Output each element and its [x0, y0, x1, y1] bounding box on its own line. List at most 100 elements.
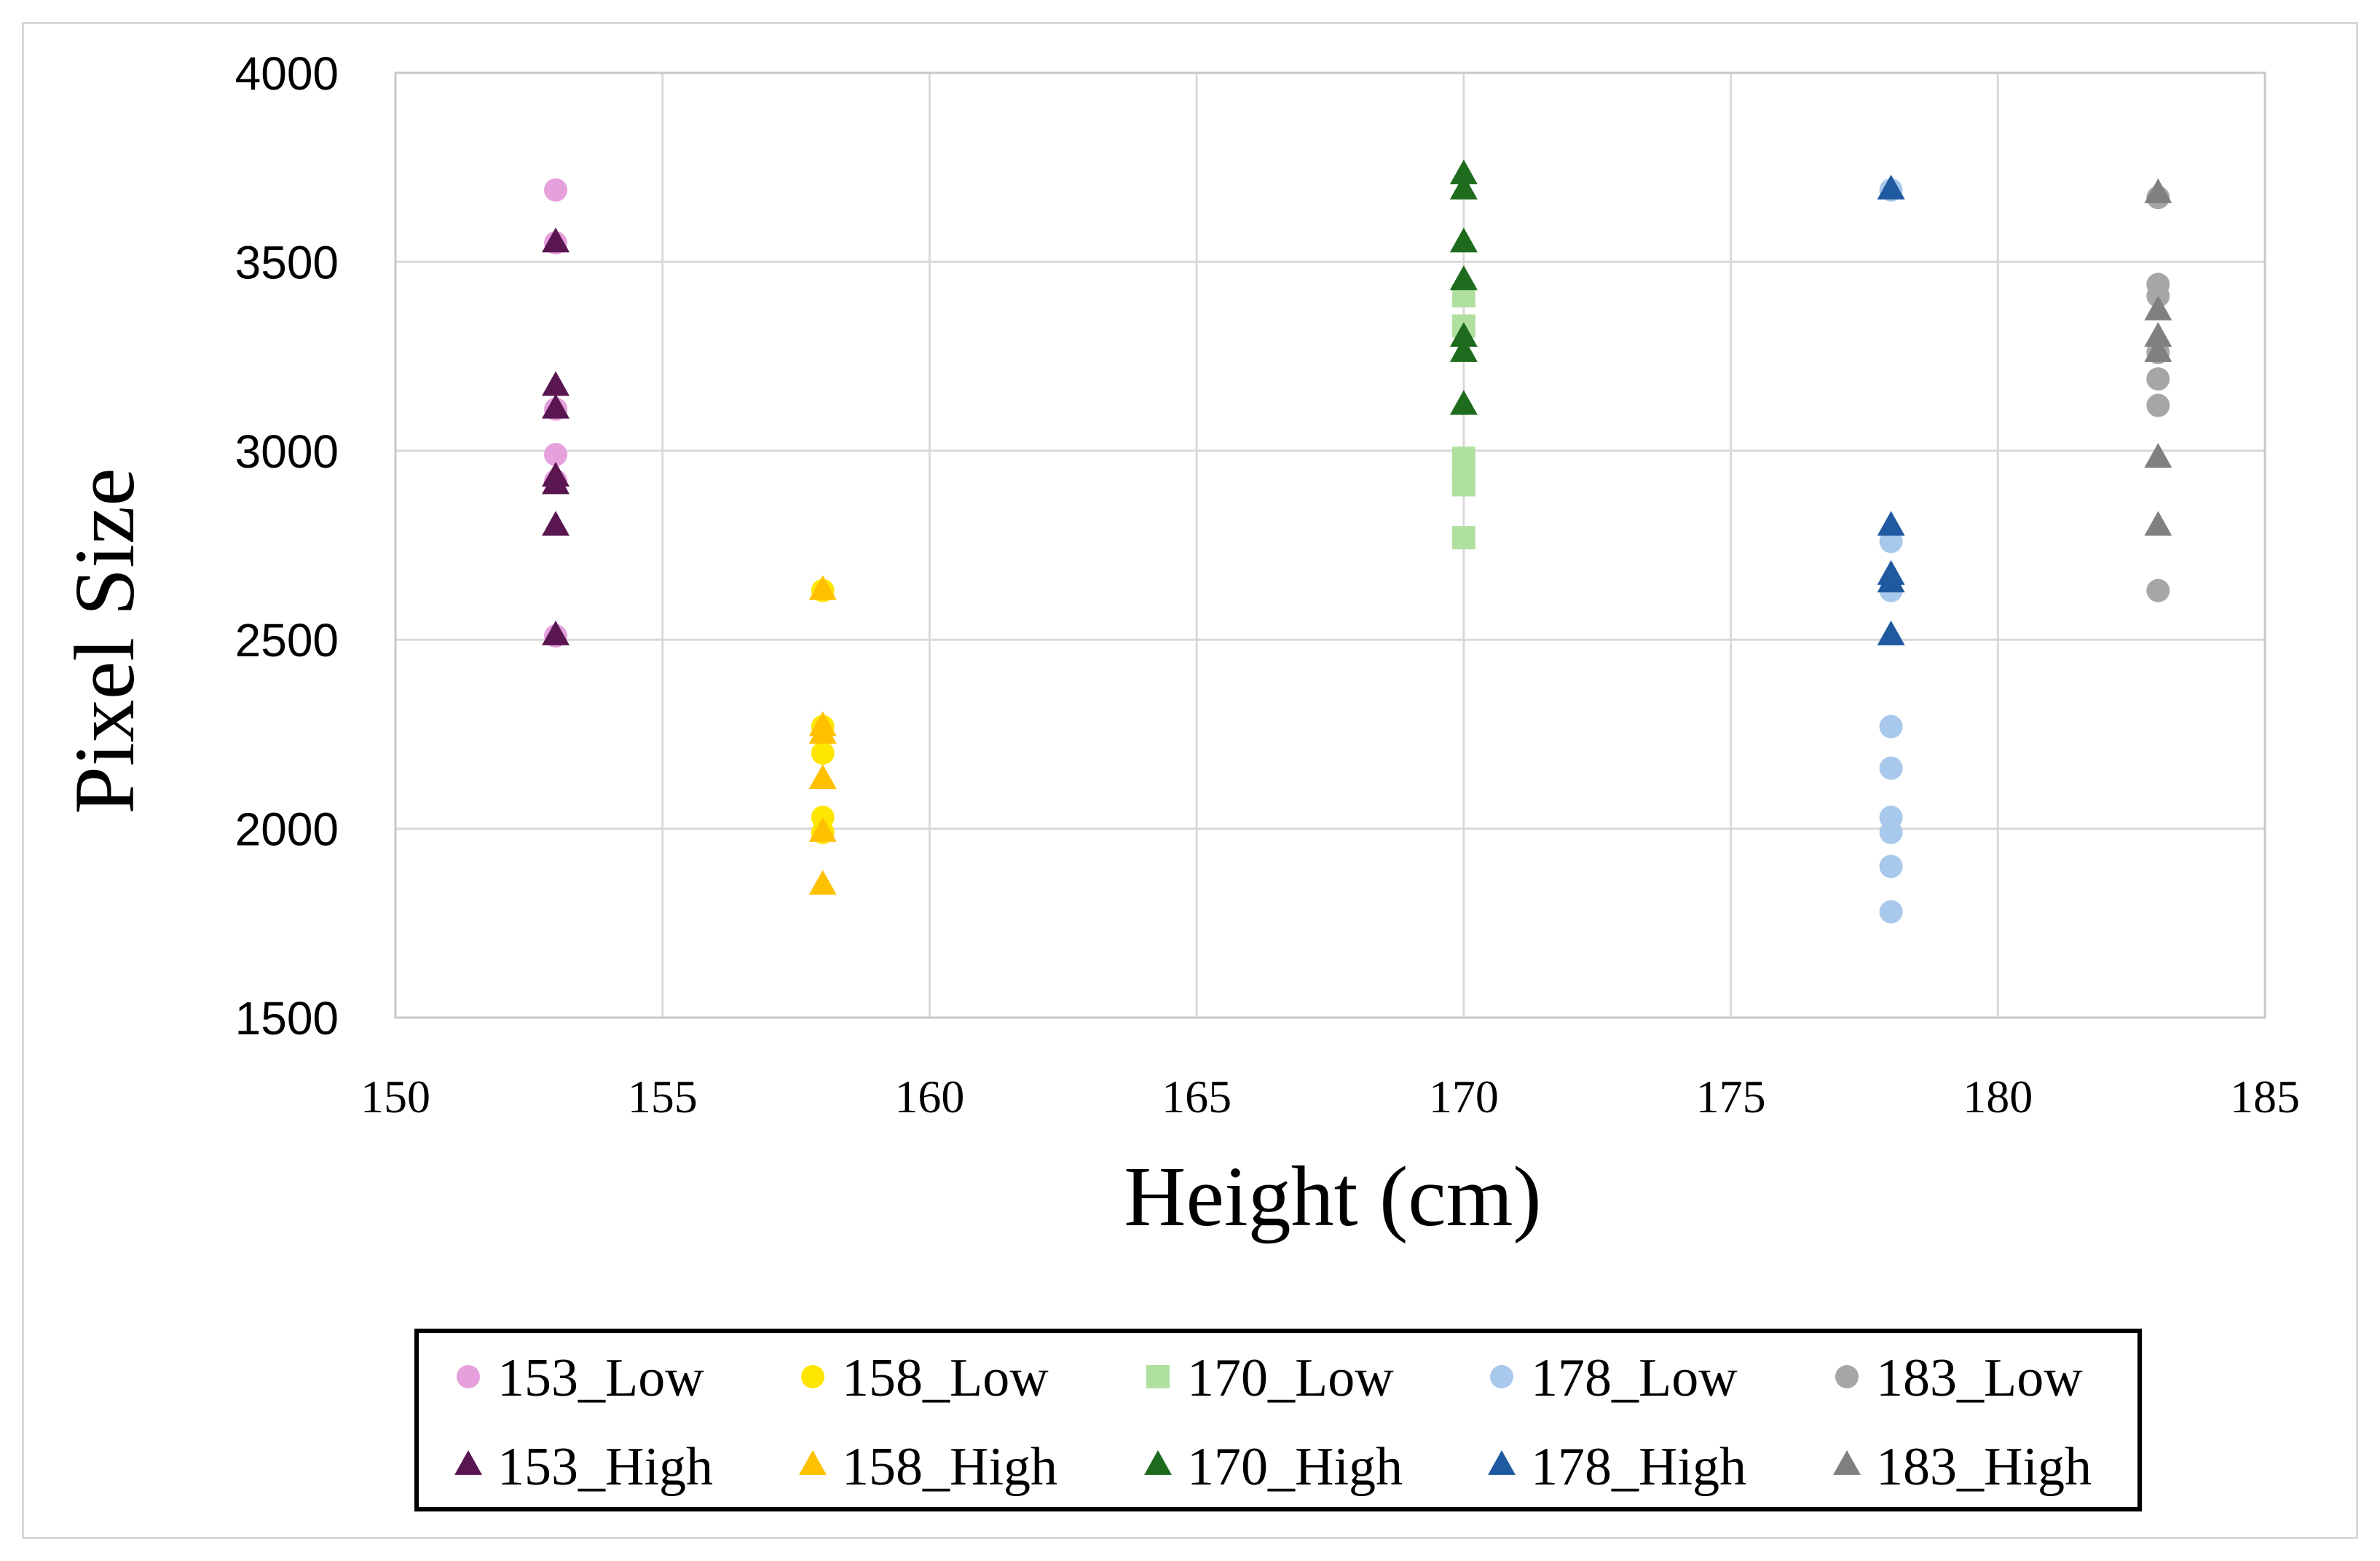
series-183_High — [2144, 178, 2172, 536]
y-tick-label: 3500 — [235, 236, 339, 288]
legend-item-183_Low: 183_Low — [1835, 1348, 2083, 1408]
series-158_High — [808, 575, 837, 895]
legend-item-178_High: 178_High — [1488, 1437, 1746, 1497]
data-point-183_High — [2144, 511, 2172, 536]
legend-marker-178_Low — [1490, 1365, 1513, 1388]
data-point-178_Low — [1879, 854, 1903, 878]
data-point-153_High — [542, 371, 570, 396]
legend-label: 158_High — [842, 1437, 1057, 1497]
data-point-170_Low — [1451, 526, 1475, 550]
x-tick-label: 155 — [628, 1071, 698, 1122]
y-axis-tick-labels: 1500 2000 2500 3000 3500 4000 — [235, 47, 339, 1045]
legend-item-183_High: 183_High — [1833, 1437, 2092, 1497]
data-point-170_High — [1449, 174, 1478, 200]
gridlines — [394, 71, 2266, 1019]
series-153_High — [542, 227, 570, 645]
data-point-170_High — [1449, 322, 1478, 347]
legend-item-153_Low: 153_Low — [457, 1348, 704, 1408]
legend-label: 178_High — [1531, 1437, 1746, 1497]
x-tick-label: 160 — [894, 1071, 964, 1122]
x-axis-tick-labels: 150 155 160 165 170 175 180 185 — [360, 1071, 2300, 1122]
data-point-183_Low — [2146, 578, 2170, 602]
x-axis-title: Height (cm) — [1124, 1149, 1541, 1244]
data-point-178_High — [1877, 174, 1905, 200]
legend-item-158_High: 158_High — [799, 1437, 1057, 1497]
data-point-153_High — [542, 620, 570, 645]
legend-label: 178_Low — [1531, 1348, 1738, 1408]
data-point-153_Low — [544, 178, 568, 202]
y-tick-label: 4000 — [235, 47, 339, 100]
data-point-170_High — [1449, 227, 1478, 253]
data-point-170_High — [1449, 337, 1478, 362]
legend-label: 158_Low — [842, 1348, 1049, 1408]
x-tick-label: 175 — [1696, 1071, 1766, 1122]
legend-label: 183_Low — [1876, 1348, 2083, 1408]
data-points — [542, 159, 2172, 924]
legend-marker-153_Low — [457, 1365, 480, 1388]
data-point-170_Low — [1451, 473, 1475, 497]
data-point-178_Low — [1879, 900, 1903, 924]
data-point-183_High — [2144, 322, 2172, 347]
data-point-153_High — [542, 393, 570, 419]
data-point-183_High — [2144, 178, 2172, 203]
legend-label: 170_Low — [1187, 1348, 1394, 1408]
legend-box — [414, 1329, 2142, 1511]
y-tick-label: 2000 — [235, 803, 339, 856]
legend-marker-183_Low — [1835, 1365, 1859, 1388]
data-point-178_Low — [1879, 820, 1903, 844]
x-tick-label: 165 — [1162, 1071, 1232, 1122]
data-point-170_High — [1449, 159, 1478, 184]
x-tick-label: 185 — [2230, 1071, 2300, 1122]
data-point-178_High — [1877, 620, 1905, 645]
legend-marker-153_High — [454, 1450, 482, 1475]
data-point-170_High — [1449, 265, 1478, 291]
data-point-153_High — [542, 511, 570, 536]
data-point-178_Low — [1879, 715, 1903, 739]
data-point-158_High — [808, 817, 837, 842]
data-point-158_High — [808, 718, 837, 744]
series-170_High — [1449, 159, 1478, 415]
legend-label: 153_High — [497, 1437, 713, 1497]
data-point-158_High — [808, 870, 837, 895]
y-tick-label: 1500 — [235, 992, 339, 1045]
data-point-183_Low — [2146, 367, 2170, 391]
legend-marker-170_High — [1144, 1450, 1172, 1475]
data-point-183_High — [2144, 443, 2172, 468]
legend-label: 153_Low — [497, 1348, 704, 1408]
data-point-183_Low — [2146, 393, 2170, 417]
legend-item-153_High: 153_High — [454, 1437, 713, 1497]
data-point-158_High — [808, 764, 837, 790]
y-tick-label: 2500 — [235, 614, 339, 667]
x-tick-label: 170 — [1429, 1071, 1499, 1122]
x-tick-label: 180 — [1963, 1071, 2033, 1122]
data-point-178_Low — [1879, 756, 1903, 780]
series-183_Low — [2146, 186, 2170, 602]
legend-label: 170_High — [1187, 1437, 1403, 1497]
data-point-158_Low — [811, 741, 835, 765]
legend-marker-158_High — [799, 1450, 827, 1475]
chart-frame — [22, 22, 2358, 1539]
series-178_Low — [1879, 178, 1903, 924]
data-point-183_High — [2144, 337, 2172, 362]
data-point-178_High — [1877, 567, 1905, 593]
legend: 153_Low 158_Low 170_Low 178_Low 183_Low 153_H… — [414, 1329, 2142, 1511]
legend-marker-170_Low — [1146, 1365, 1170, 1388]
y-axis-title: Pixel Size — [57, 468, 152, 814]
data-point-183_High — [2144, 295, 2172, 321]
legend-item-170_Low: 170_Low — [1146, 1348, 1394, 1408]
plot-area-border — [394, 71, 2266, 1019]
series-178_High — [1877, 174, 1905, 645]
data-point-153_High — [542, 227, 570, 253]
legend-item-158_Low: 158_Low — [801, 1348, 1049, 1408]
data-point-153_Low — [544, 442, 568, 466]
data-point-158_High — [808, 575, 837, 600]
legend-item-178_Low: 178_Low — [1490, 1348, 1738, 1408]
legend-item-170_High: 170_High — [1144, 1437, 1403, 1497]
x-tick-label: 150 — [360, 1071, 430, 1122]
legend-label: 183_High — [1876, 1437, 2092, 1497]
legend-marker-183_High — [1833, 1450, 1861, 1475]
data-point-170_High — [1449, 390, 1478, 415]
data-point-178_High — [1877, 511, 1905, 536]
legend-marker-158_Low — [801, 1365, 824, 1388]
